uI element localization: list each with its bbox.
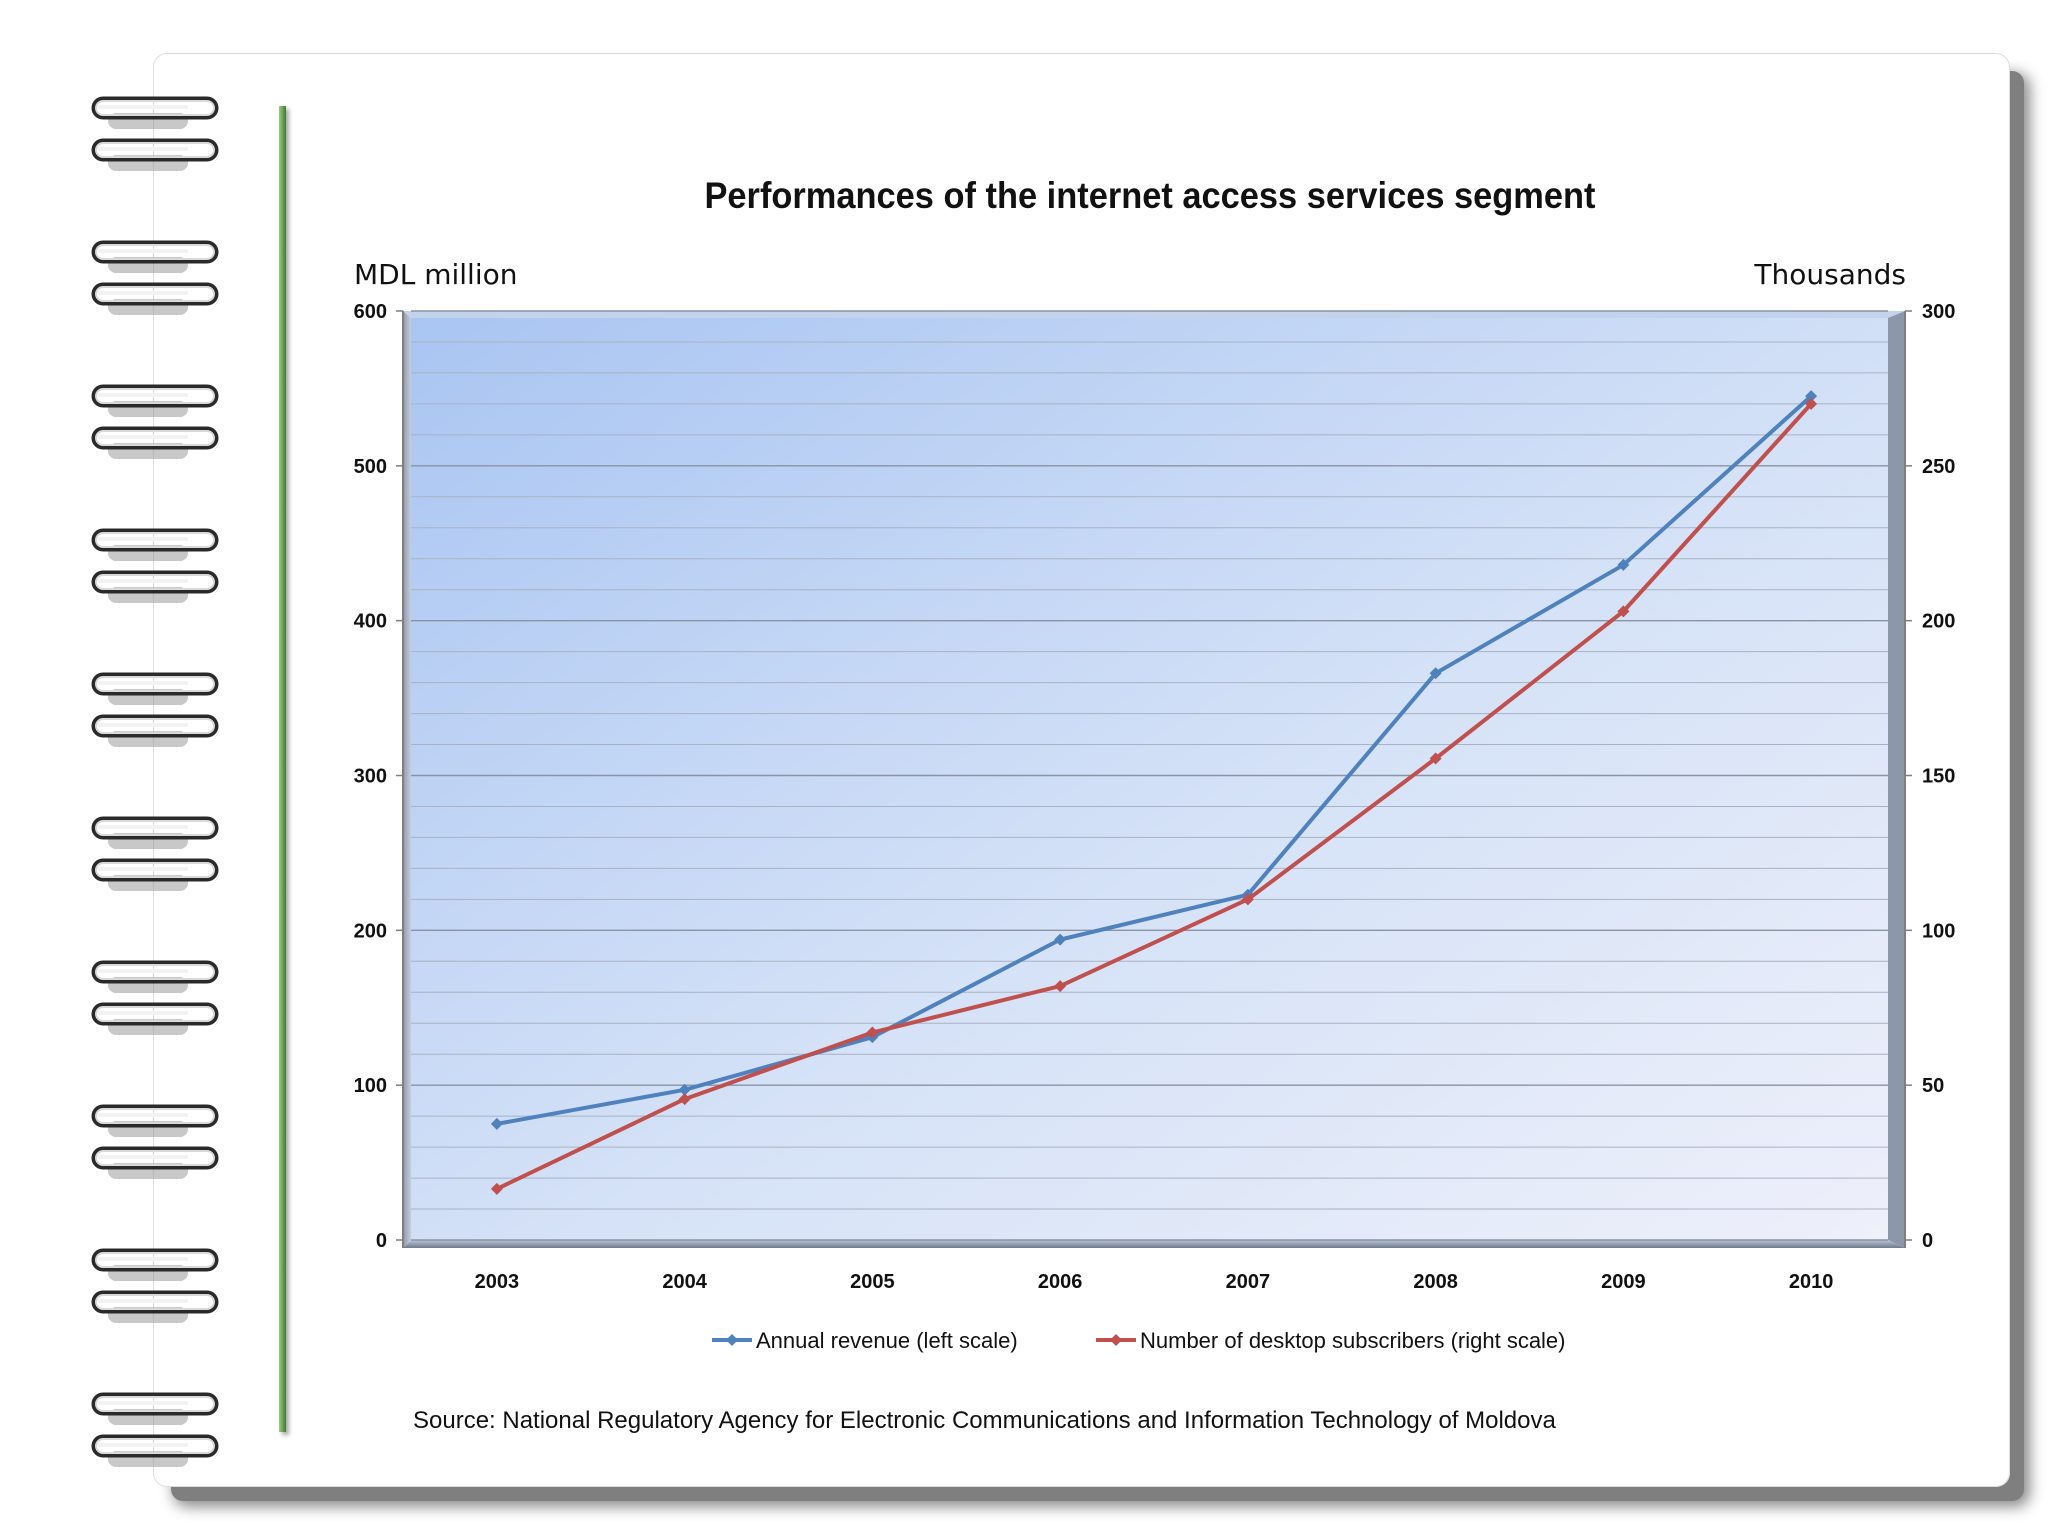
legend-item-subscribers: Number of desktop subscribers (right sca… [1096,1328,1566,1353]
plot-top-edge [403,311,1905,318]
series-layer [490,390,1818,1195]
binding-ring-icon [91,858,219,891]
data-point-marker [490,1182,503,1195]
left-tick-label: 200 [354,920,387,942]
x-axis-labels: 2003 2004 2005 2006 2007 2008 2009 2010 [475,1271,1834,1293]
data-point-marker [1805,390,1818,403]
legend-item-revenue: Annual revenue (left scale) [712,1328,1018,1353]
left-tick-label: 600 [354,301,387,323]
data-point-marker [678,1083,691,1096]
binding-ring-icon [91,672,219,705]
binding-ring-icon [91,426,219,459]
legend-label-revenue: Annual revenue (left scale) [756,1328,1018,1353]
data-point-marker [1429,752,1442,765]
data-point-marker [1054,933,1067,946]
right-tick-label: 150 [1922,766,1955,788]
binding-ring-icon [91,570,219,603]
legend: Annual revenue (left scale) Number of de… [712,1328,1566,1353]
data-point-marker [490,1117,503,1130]
binding-ring-icon [91,96,219,129]
binding-ring-icon [91,1002,219,1035]
data-point-marker [1617,558,1630,571]
x-tick-label: 2004 [662,1271,707,1293]
plot-area [403,310,1905,1248]
data-point-marker [1429,667,1442,680]
right-tick-label: 0 [1922,1230,1933,1252]
plot-floor [403,1240,1905,1248]
data-point-marker [1617,605,1630,618]
series-line [496,394,1813,1126]
binding-ring-icon [91,1290,219,1323]
binding-ring-icon [91,384,219,417]
right-tick-label: 300 [1922,301,1955,323]
data-point-marker [1805,397,1818,410]
binding-ring-icon [91,960,219,993]
x-tick-label: 2009 [1601,1271,1646,1293]
left-tick-label: 400 [354,611,387,633]
gridlines [411,310,1888,1241]
data-point-marker [678,1093,691,1106]
binding-ring-icon [91,1248,219,1281]
data-point-marker [1241,893,1254,906]
notebook-margin-line [279,106,286,1432]
chart-title: Performances of the internet access serv… [704,175,1595,216]
plot-right-edge [1888,311,1905,1248]
binding-ring-icon [91,1146,219,1179]
data-point-marker [1054,980,1067,993]
left-tick-label: 300 [354,766,387,788]
left-axis: 0 100 200 300 400 500 600 [354,301,404,1252]
data-point-marker [866,1026,879,1039]
series-line [496,402,1813,1191]
left-axis-label: MDL million [354,258,518,291]
binding-ring-icon [91,282,219,315]
binding-ring-icon [91,240,219,273]
right-tick-label: 100 [1922,920,1955,942]
x-tick-label: 2005 [850,1271,895,1293]
x-tick-label: 2008 [1413,1271,1458,1293]
binding-ring-icon [91,714,219,747]
right-axis: 0 50 100 150 200 250 300 [1904,301,1955,1252]
right-tick-label: 50 [1922,1075,1944,1097]
legend-label-subscribers: Number of desktop subscribers (right sca… [1140,1328,1566,1353]
x-tick-label: 2003 [475,1271,520,1293]
spiral-binding [0,0,240,1536]
plot-side-wall [403,311,411,1248]
left-tick-label: 500 [354,456,387,478]
right-axis-label: Thousands [1753,258,1906,291]
left-tick-label: 100 [354,1075,387,1097]
x-tick-label: 2010 [1789,1271,1834,1293]
binding-ring-icon [91,1104,219,1137]
series-desktop-subscribers [490,397,1818,1195]
plot-back-wall [411,318,1888,1240]
right-tick-label: 200 [1922,611,1955,633]
binding-ring-icon [91,1392,219,1425]
binding-ring-icon [91,816,219,849]
binding-ring-icon [91,528,219,561]
source-note: Source: National Regulatory Agency for E… [413,1407,1556,1434]
x-tick-label: 2007 [1226,1271,1271,1293]
right-tick-label: 250 [1922,456,1955,478]
binding-ring-icon [91,138,219,171]
binding-ring-icon [91,1434,219,1467]
x-tick-label: 2006 [1038,1271,1083,1293]
left-tick-label: 0 [376,1230,387,1252]
